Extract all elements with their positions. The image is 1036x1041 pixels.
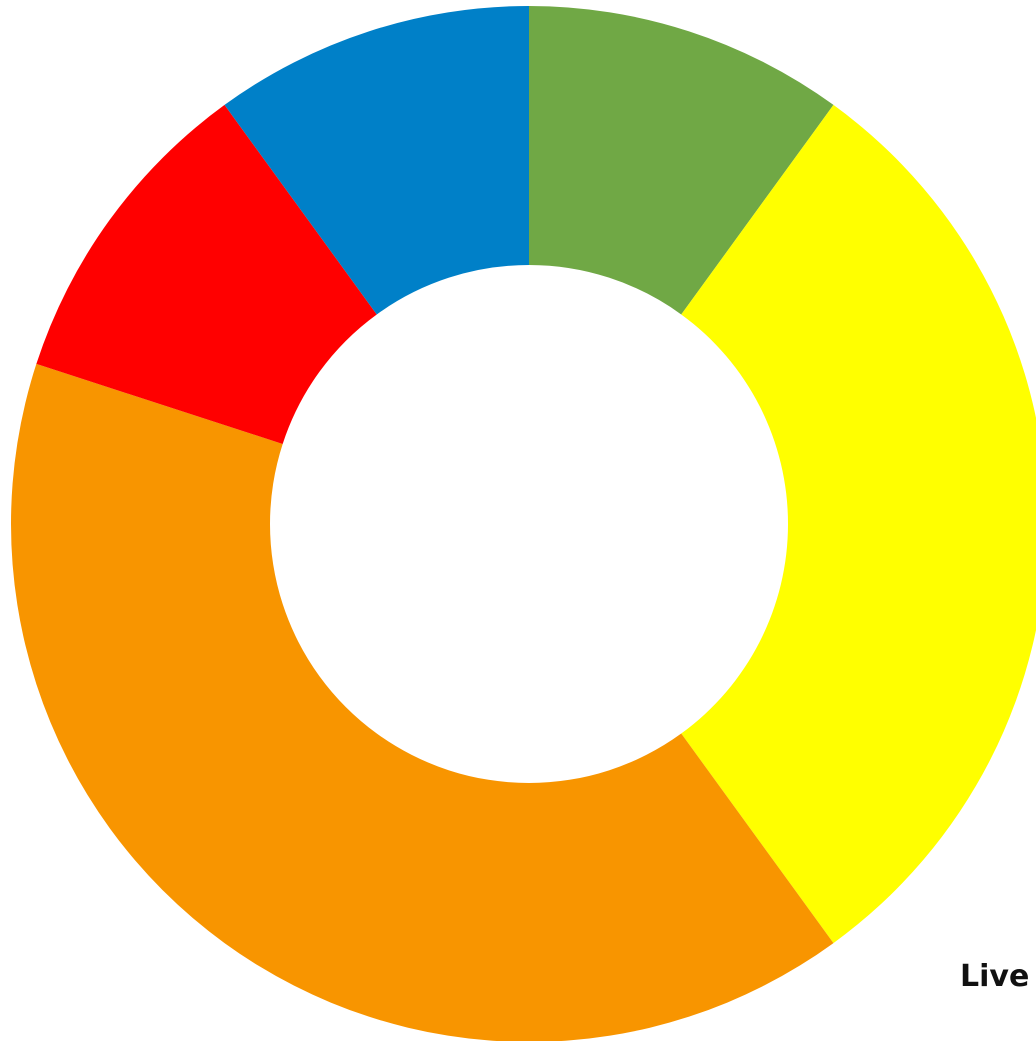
donut-slice-2: [681, 104, 1036, 944]
donut-slice-3: [11, 363, 834, 1041]
donut-slice-4: [36, 104, 377, 444]
donut-slice-5: [224, 6, 530, 315]
corner-annotation: Live: [960, 959, 1030, 994]
donut-slice-1: [529, 6, 834, 315]
